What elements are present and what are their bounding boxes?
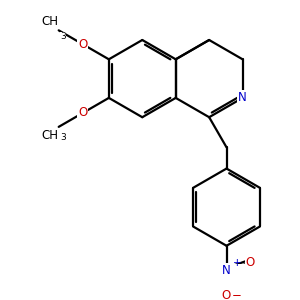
Text: +: + [233, 258, 242, 268]
Text: O: O [221, 290, 230, 300]
Text: O: O [246, 256, 255, 269]
Text: O: O [78, 38, 87, 51]
Text: N: N [238, 92, 247, 104]
Text: −: − [232, 290, 242, 300]
Text: CH: CH [42, 129, 59, 142]
Text: O: O [78, 106, 87, 119]
Text: 3: 3 [60, 32, 66, 41]
Text: 3: 3 [60, 133, 66, 142]
Text: N: N [222, 264, 231, 278]
Text: CH: CH [42, 15, 59, 28]
